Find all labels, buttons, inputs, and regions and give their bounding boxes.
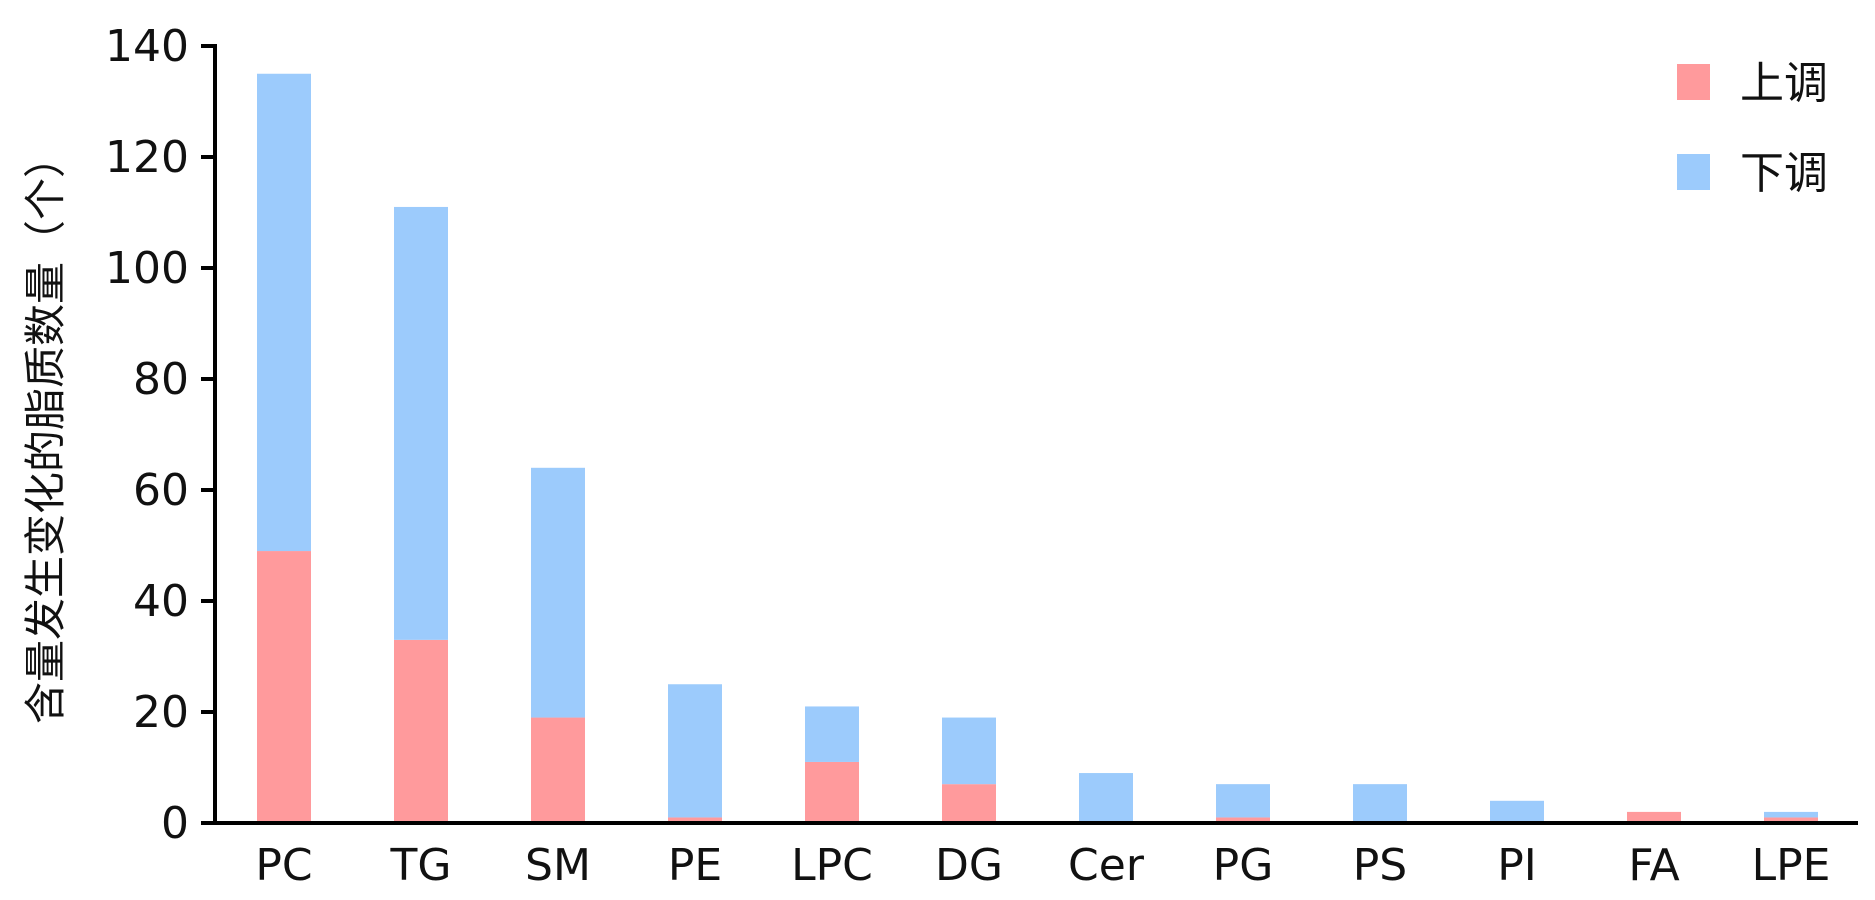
- y-tick-label-120: 120: [105, 132, 189, 183]
- legend-swatch-down: [1677, 154, 1710, 190]
- bar-dg-down: [942, 717, 996, 785]
- y-tick-label-60: 60: [133, 465, 189, 516]
- bar-pi-down: [1490, 800, 1544, 823]
- axes-layer: [213, 44, 1858, 825]
- x-label-lpe: LPE: [1752, 840, 1831, 891]
- x-label-pe: PE: [668, 840, 722, 891]
- legend-label-up: 上调: [1740, 58, 1828, 109]
- y-tick-label-80: 80: [133, 354, 189, 405]
- x-label-dg: DG: [935, 840, 1003, 891]
- legend-swatch-up: [1677, 64, 1710, 100]
- x-label-cer: Cer: [1068, 840, 1145, 891]
- x-label-pi: PI: [1497, 840, 1537, 891]
- bar-pc-up: [257, 551, 311, 823]
- bar-pg-up: [1216, 817, 1270, 823]
- x-label-sm: SM: [525, 840, 591, 891]
- bar-pc-down: [257, 73, 311, 552]
- bar-lpe-down: [1764, 811, 1818, 818]
- legend-label-down: 下调: [1740, 148, 1828, 199]
- bar-sm-down: [531, 467, 585, 718]
- bar-ps-down: [1353, 784, 1407, 823]
- bar-dg-up: [942, 784, 996, 823]
- bar-lpc-up: [805, 761, 859, 823]
- bar-cer-down: [1079, 773, 1133, 823]
- bar-pg-down: [1216, 784, 1270, 818]
- x-label-fa: FA: [1628, 840, 1679, 891]
- y-tick-label-140: 140: [105, 21, 189, 72]
- bar-lpc-down: [805, 706, 859, 762]
- y-ticks-layer: 0 20 40 60 80 100 120 140: [105, 21, 215, 849]
- bar-sm-up: [531, 717, 585, 823]
- y-tick-label-20: 20: [133, 687, 189, 738]
- bar-pe-up: [668, 817, 722, 823]
- bar-fa-up: [1627, 811, 1681, 823]
- bar-lpe-up: [1764, 817, 1818, 823]
- bar-tg-up: [394, 639, 448, 823]
- bars-layer: [257, 73, 1818, 823]
- x-label-ps: PS: [1353, 840, 1407, 891]
- y-tick-label-40: 40: [133, 576, 189, 627]
- y-axis-label: 含量发生变化的脂质数量（个）: [21, 136, 70, 724]
- x-label-pg: PG: [1213, 840, 1274, 891]
- y-tick-label-100: 100: [105, 243, 189, 294]
- x-label-pc: PC: [255, 840, 312, 891]
- x-label-lpc: LPC: [791, 840, 873, 891]
- bar-tg-down: [394, 206, 448, 640]
- x-label-tg: TG: [390, 840, 452, 891]
- x-labels-layer: PC TG SM PE LPC DG Cer PG PS PI FA LPE: [255, 840, 1830, 891]
- y-tick-label-0: 0: [161, 798, 189, 849]
- bar-pe-down: [668, 684, 722, 818]
